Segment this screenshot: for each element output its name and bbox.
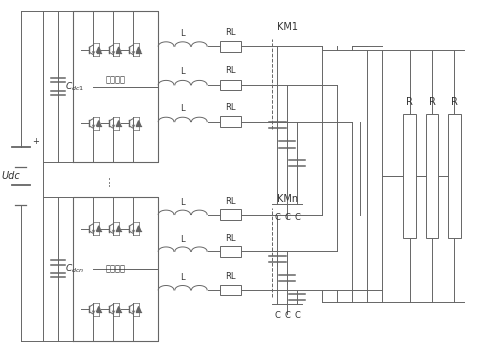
Text: RL: RL: [225, 197, 235, 206]
Text: ···: ···: [104, 174, 117, 186]
Text: C: C: [294, 311, 300, 320]
Polygon shape: [136, 226, 141, 231]
Text: L: L: [180, 273, 185, 282]
Text: RL: RL: [225, 28, 235, 37]
Polygon shape: [116, 226, 121, 231]
Text: $C_{dc1}$: $C_{dc1}$: [65, 80, 84, 93]
Text: RL: RL: [225, 234, 235, 243]
Polygon shape: [96, 47, 101, 52]
Text: KM1: KM1: [278, 22, 298, 32]
Text: Udc: Udc: [2, 171, 20, 181]
Text: +: +: [32, 137, 39, 146]
Bar: [426, 114, 438, 238]
Text: 主逆变器: 主逆变器: [106, 75, 126, 84]
Polygon shape: [136, 47, 141, 52]
Bar: [220, 117, 240, 127]
Text: R: R: [406, 97, 413, 107]
Text: L: L: [180, 235, 185, 244]
Polygon shape: [96, 307, 101, 312]
Bar: [220, 209, 240, 220]
Text: R: R: [451, 97, 458, 107]
Polygon shape: [96, 226, 101, 231]
Text: C: C: [274, 213, 280, 222]
Text: RL: RL: [225, 272, 235, 281]
Bar: [220, 41, 240, 51]
Text: C: C: [274, 311, 280, 320]
Bar: [220, 285, 240, 295]
Text: L: L: [180, 104, 185, 113]
Text: L: L: [180, 67, 185, 76]
Text: R: R: [428, 97, 436, 107]
Polygon shape: [96, 121, 101, 126]
Bar: [448, 114, 461, 238]
Text: C: C: [284, 311, 290, 320]
Polygon shape: [116, 307, 121, 312]
Text: $C_{dcn}$: $C_{dcn}$: [65, 263, 84, 275]
Bar: [220, 80, 240, 90]
Bar: [220, 246, 240, 257]
Text: RL: RL: [225, 103, 235, 112]
Text: 从逆变器: 从逆变器: [106, 264, 126, 274]
Polygon shape: [136, 307, 141, 312]
Text: RL: RL: [225, 67, 235, 75]
Text: L: L: [180, 198, 185, 207]
Text: L: L: [180, 29, 185, 38]
Text: C: C: [284, 213, 290, 222]
Polygon shape: [136, 121, 141, 126]
Text: KMn: KMn: [278, 194, 298, 204]
Bar: [403, 114, 416, 238]
Polygon shape: [116, 47, 121, 52]
Text: C: C: [294, 213, 300, 222]
Polygon shape: [116, 121, 121, 126]
